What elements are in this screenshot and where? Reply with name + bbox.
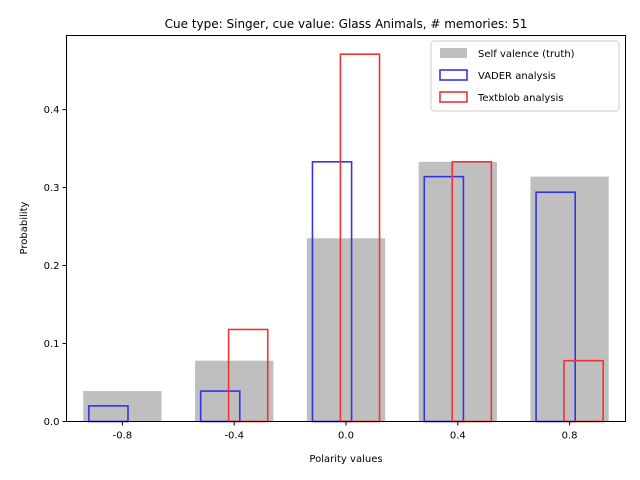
legend-label: VADER analysis	[478, 71, 556, 82]
x-tick-label: 0.8	[562, 431, 578, 442]
legend-label: Textblob analysis	[477, 93, 563, 104]
y-tick-label: 0.2	[44, 261, 60, 272]
legend-swatch	[440, 48, 467, 58]
y-tick-label: 0.0	[44, 417, 60, 428]
y-tick-label: 0.3	[44, 183, 60, 194]
legend-box	[430, 40, 620, 112]
legend: Self valence (truth) VADER analysis Textbl…	[430, 40, 620, 112]
y-tick-label: 0.4	[44, 105, 60, 116]
legend-swatch	[439, 69, 468, 81]
y-axis-label: Probability	[19, 201, 30, 254]
legend-swatch	[439, 91, 468, 103]
self-valence-truth-bar	[306, 238, 386, 422]
legend-label: Self valence (truth)	[478, 49, 575, 60]
self-valence-truth-bar	[530, 176, 609, 422]
chart-title: Cue type: Singer, cue value: Glass Anima…	[165, 17, 528, 31]
x-tick-label: 0.4	[450, 431, 466, 442]
x-tick-label: -0.8	[113, 431, 133, 442]
axes: -0.8 -0.4 0.0 0.4 0.8 0.0 0.1 0.2 0.3 0.4	[44, 105, 578, 441]
x-axis-label: Polarity values	[309, 454, 382, 465]
x-tick-label: 0.0	[338, 431, 354, 442]
x-tick-label: -0.4	[224, 431, 244, 442]
y-tick-label: 0.1	[44, 339, 60, 350]
self-valence-truth-bar	[418, 161, 497, 422]
